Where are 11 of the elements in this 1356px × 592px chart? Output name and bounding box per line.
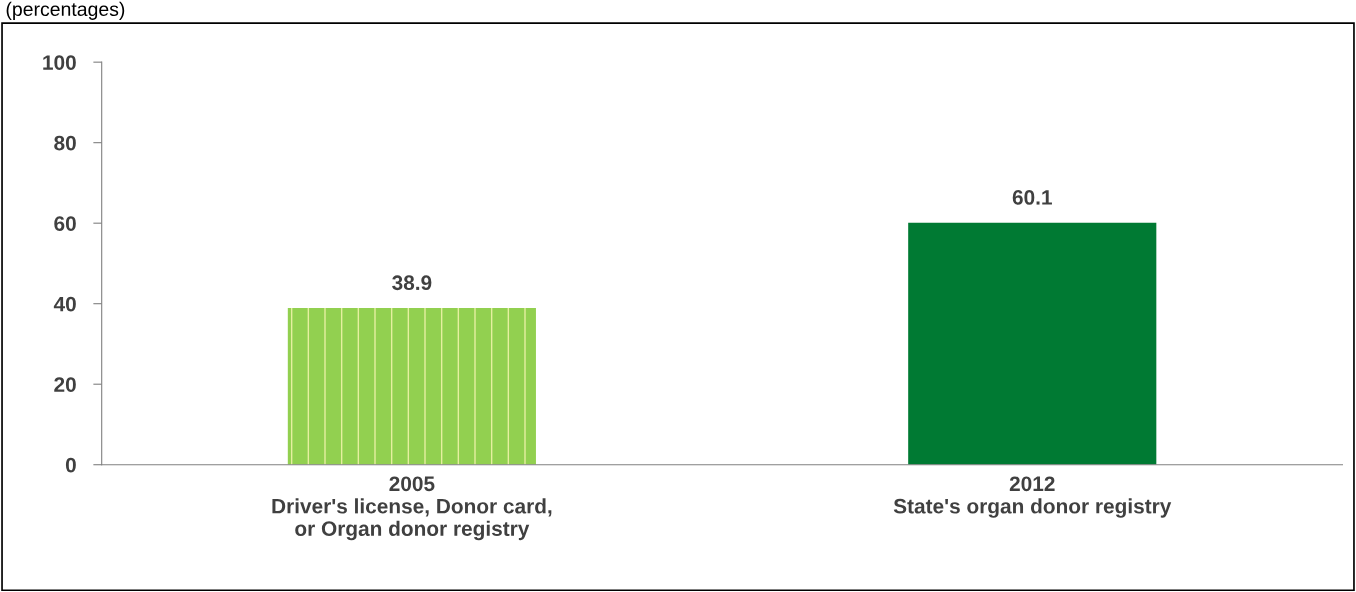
data-label: 38.9 bbox=[392, 275, 432, 291]
x-tick-label: 2012 State's organ donor registry bbox=[893, 476, 1172, 518]
chart-subtitle: (percentages) bbox=[6, 1, 125, 20]
y-tick-label: 60 bbox=[54, 216, 76, 231]
y-tick-label: 0 bbox=[65, 457, 76, 473]
y-tick-label: 20 bbox=[54, 377, 76, 392]
y-tick-label: 100 bbox=[43, 55, 76, 70]
y-tick-label: 40 bbox=[53, 296, 76, 312]
y-tick-label: 80 bbox=[54, 135, 76, 151]
x-tick-label: 2005 Driver's license, Donor card, or Organ donor registry bbox=[272, 476, 552, 541]
data-label: 60.1 bbox=[1012, 190, 1052, 205]
